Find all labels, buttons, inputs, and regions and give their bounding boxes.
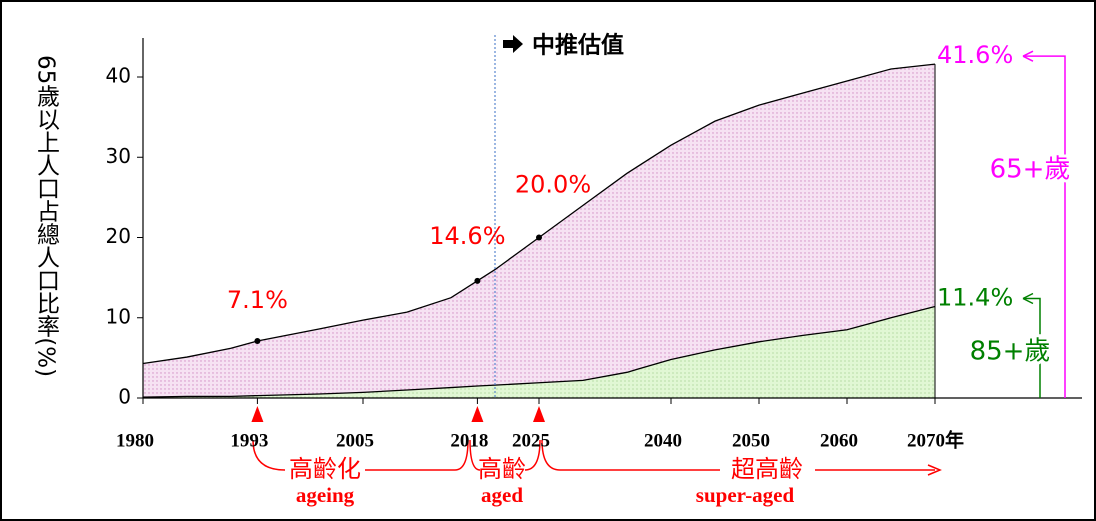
milestone-marker	[471, 406, 484, 422]
x-tick-label: 2040	[644, 430, 682, 451]
phase-name: 高齡化	[289, 455, 361, 483]
x-tick-label: 2070年	[907, 428, 964, 451]
milestone-label: 14.6%	[429, 222, 505, 250]
series-line	[142, 305, 936, 398]
phase-english: ageing	[296, 483, 355, 507]
milestone-marker	[533, 406, 545, 422]
y-tick-label: 30	[106, 144, 131, 168]
y-axis-label: 65歲以上人口占總人口比率(%)	[33, 55, 61, 377]
legend-label: 65+歲	[990, 155, 1071, 185]
phase-braces	[252, 439, 942, 476]
x-tick-label: 2050	[732, 430, 770, 451]
bracket	[1023, 55, 1066, 398]
y-tick-label: 10	[106, 304, 131, 328]
end-label: 11.4%	[937, 284, 1013, 312]
x-tick-label: 1980	[116, 430, 154, 451]
projection-label: 中推估值	[532, 32, 624, 59]
milestone-label: 20.0%	[515, 171, 591, 199]
x-tick-label: 2018	[450, 430, 488, 451]
series-line	[142, 63, 936, 365]
milestone-label: 7.1%	[227, 286, 288, 314]
y-tick-label: 0	[118, 385, 131, 409]
bracket	[1023, 297, 1041, 398]
y-tick-label: 40	[106, 64, 131, 88]
x-tick-label: 2060	[820, 430, 858, 451]
x-tick-label: 2005	[336, 430, 374, 451]
arrow-icon	[503, 35, 523, 53]
phase-english: super-aged	[696, 483, 795, 507]
area-fill	[143, 64, 935, 398]
milestone-dot	[474, 277, 481, 284]
phase-name: 高齡	[478, 455, 526, 483]
y-tick-label: 20	[106, 224, 131, 248]
area-fill	[143, 306, 935, 398]
x-tick-label: 1993	[230, 430, 268, 451]
x-tick-label: 2025	[512, 430, 550, 451]
milestone-dot	[536, 234, 542, 241]
end-label: 41.6%	[937, 41, 1013, 69]
milestone-marker	[251, 406, 264, 422]
bracket-arrow	[1022, 50, 1034, 62]
phase-name: 超高齡	[731, 455, 803, 483]
bracket-arrow	[1022, 292, 1034, 305]
phase-english: aged	[481, 483, 523, 507]
milestone-dot	[254, 338, 261, 345]
legend-label: 85+歲	[970, 337, 1051, 367]
